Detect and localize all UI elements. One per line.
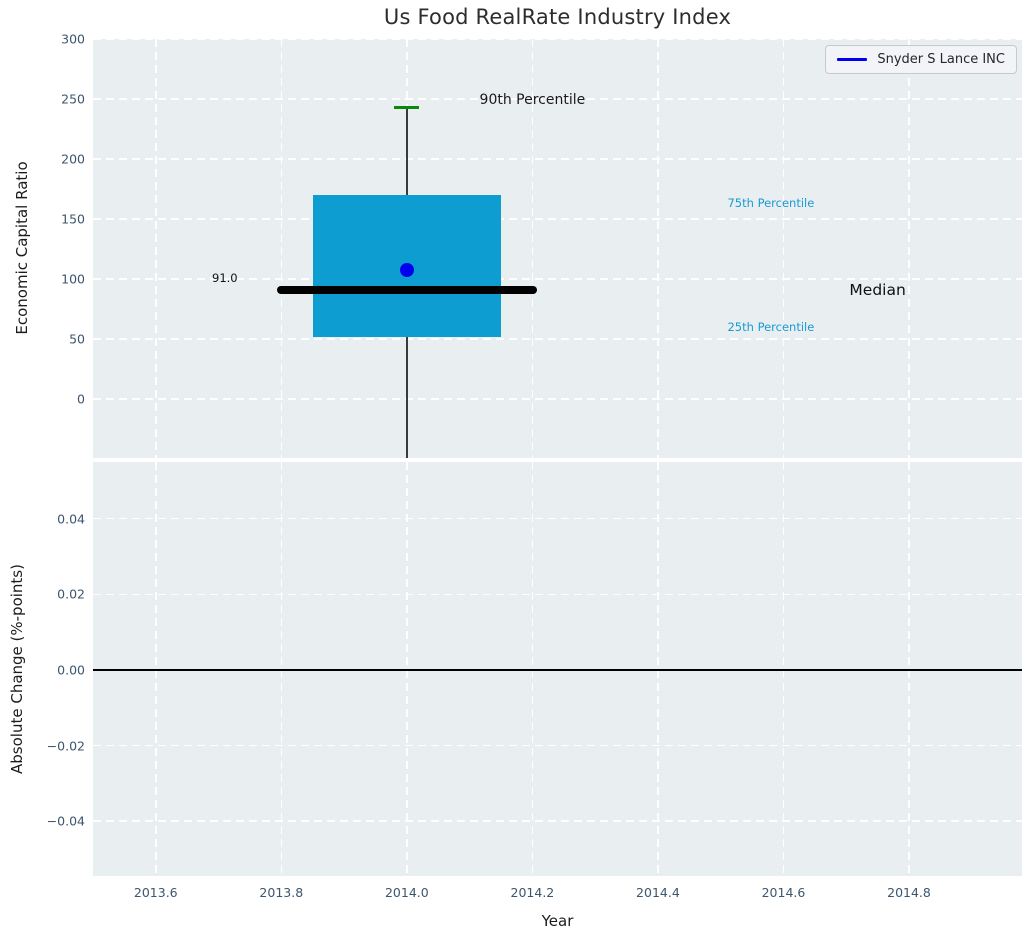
- y-tick-label: 200: [61, 151, 85, 167]
- y-tick-label: −0.04: [46, 813, 85, 829]
- annotation-91-0: 91.0: [212, 270, 238, 285]
- x-tick-label: 2013.6: [133, 885, 178, 900]
- y-tick-label: 0.04: [57, 511, 85, 527]
- gridline-v: [531, 462, 534, 876]
- gridline-v: [782, 462, 785, 876]
- x-tick-label: 2014.0: [384, 885, 429, 900]
- y-tick-label: 0: [77, 391, 85, 407]
- gridline-v: [280, 462, 283, 876]
- gridline-h: [93, 39, 1022, 40]
- annotation-75th-percentile: 75th Percentile: [727, 196, 815, 211]
- x-tick-label: 2013.8: [259, 885, 304, 900]
- annotation-25th-percentile: 25th Percentile: [727, 320, 815, 335]
- gridline-v: [155, 462, 157, 876]
- zero-change-line: [93, 669, 1022, 671]
- gridline-v: [155, 39, 157, 458]
- gridline-v: [280, 39, 283, 458]
- legend-label: Snyder S Lance INC: [877, 52, 1005, 67]
- gridline-v: [782, 39, 785, 458]
- y-tick-label: 50: [69, 331, 85, 347]
- x-tick-label: 2014.8: [887, 885, 931, 900]
- y-tick-label: 150: [61, 211, 85, 227]
- gridline-h: [93, 98, 1022, 100]
- y-tick-label: 100: [61, 271, 85, 287]
- gridline-h: [93, 517, 1022, 520]
- top-plot-area: 90th Percentile 75th Percentile Median 25th…: [93, 39, 1022, 458]
- x-tick-label: 2014.2: [510, 885, 555, 900]
- gridline-h: [93, 158, 1022, 160]
- gridline-v: [406, 462, 408, 876]
- gridline-v: [657, 39, 659, 458]
- x-axis-label: Year: [541, 912, 574, 930]
- gridline-h: [93, 218, 1022, 220]
- legend-line-sample: [837, 58, 868, 61]
- x-tick-label: 2014.6: [761, 885, 806, 900]
- gridline-v: [531, 39, 534, 458]
- gridline-v: [908, 39, 910, 458]
- gridline-h: [93, 278, 1022, 280]
- company-marker-dot: [399, 262, 414, 277]
- gridline-v: [657, 462, 659, 876]
- chart-title: Us Food RealRate Industry Index: [383, 5, 732, 29]
- p90-cap: [394, 105, 420, 110]
- annotation-90th-percentile: 90th Percentile: [479, 92, 586, 109]
- y-tick-label: −0.02: [46, 738, 85, 754]
- gridline-v: [908, 462, 910, 876]
- gridline-h: [93, 398, 1022, 400]
- y-tick-label: 250: [61, 91, 85, 107]
- median-line: [277, 285, 537, 295]
- gridline-h: [93, 593, 1022, 596]
- gridline-h: [93, 338, 1022, 340]
- legend: Snyder S Lance INC: [825, 45, 1017, 74]
- top-y-axis-label: Economic Capital Ratio: [13, 161, 31, 335]
- x-tick-label: 2014.4: [636, 885, 680, 900]
- y-tick-label: 0.00: [57, 662, 85, 678]
- gridline-h: [93, 744, 1022, 747]
- bottom-plot-area: [93, 462, 1022, 876]
- gridline-h: [93, 820, 1022, 822]
- y-tick-label: 300: [61, 31, 85, 47]
- annotation-median: Median: [849, 280, 906, 299]
- bottom-y-axis-label: Absolute Change (%-points): [8, 564, 26, 774]
- y-tick-label: 0.02: [57, 586, 85, 602]
